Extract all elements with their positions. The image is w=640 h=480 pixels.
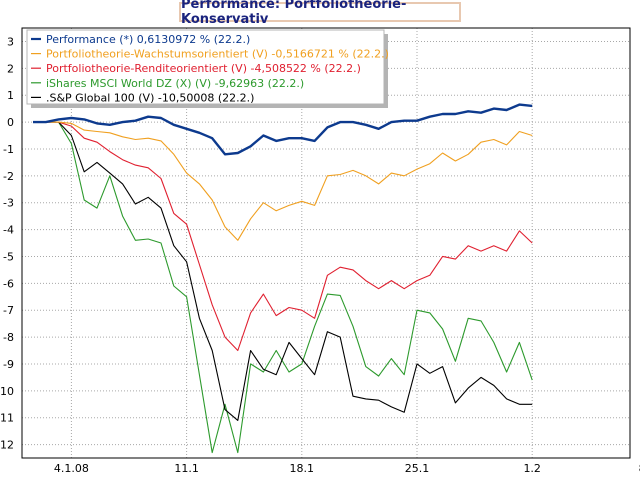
y-tick-label: -2 [3,170,14,183]
y-tick-label: -11 [0,412,14,425]
legend: Performance (*) 0,6130972 % (22.2.) Portf… [26,29,389,108]
legend-entry: Performance (*) 0,6130972 % (22.2.) [46,33,250,46]
y-tick-label: -10 [0,385,14,398]
series-line-2 [33,121,533,352]
y-tick-label: 3 [7,35,14,48]
legend-entry: iShares MSCI World DZ (X) (V) -9,62963 (… [46,77,304,90]
x-tick-label: 1.2 [523,462,541,475]
series-line-3 [33,121,533,454]
series-line-0 [33,103,533,156]
x-tick-label: 4.1.08 [54,462,89,475]
y-tick-label: -1 [3,143,14,156]
x-tick-label: 11.1 [174,462,199,475]
y-tick-label: -3 [3,197,14,210]
y-tick-label: -7 [3,304,14,317]
legend-box [26,29,385,105]
y-tick-label: -6 [3,277,14,290]
chart-title: Performance: Portfoliotheorie-Konservati… [179,0,461,27]
series-line-1 [33,121,533,241]
y-tick-label: -12 [0,439,14,452]
legend-entry: Portfoliotheorie-Renditeorientiert (V) -… [46,62,361,75]
legend-entry: Portfoliotheorie-Wachstumsorientiert (V)… [46,48,389,61]
y-tick-label: -8 [3,331,14,344]
x-tick-label: 18.1 [290,462,315,475]
plot-border [21,27,631,459]
legend-entry: .S&P Global 100 (V) -10,50008 (22.2.) [46,91,254,104]
x-tick-label: 8.2 [639,462,640,475]
y-tick-label: 0 [7,116,14,129]
y-tick-label: 2 [7,62,14,75]
y-axis-ticks: 3 2 1 0 -1 -2 -3 -4 -5 -6 -7 -8 -9 -10 -11 -12 [0,35,14,451]
y-tick-label: -9 [3,358,14,371]
x-tick-label: 25.1 [405,462,430,475]
y-tick-label: -4 [3,224,14,237]
series-lines [33,103,533,454]
y-tick-label: -5 [3,250,14,263]
plot-frame [21,27,631,459]
y-tick-label: 1 [7,89,14,102]
series-line-4 [33,121,533,421]
